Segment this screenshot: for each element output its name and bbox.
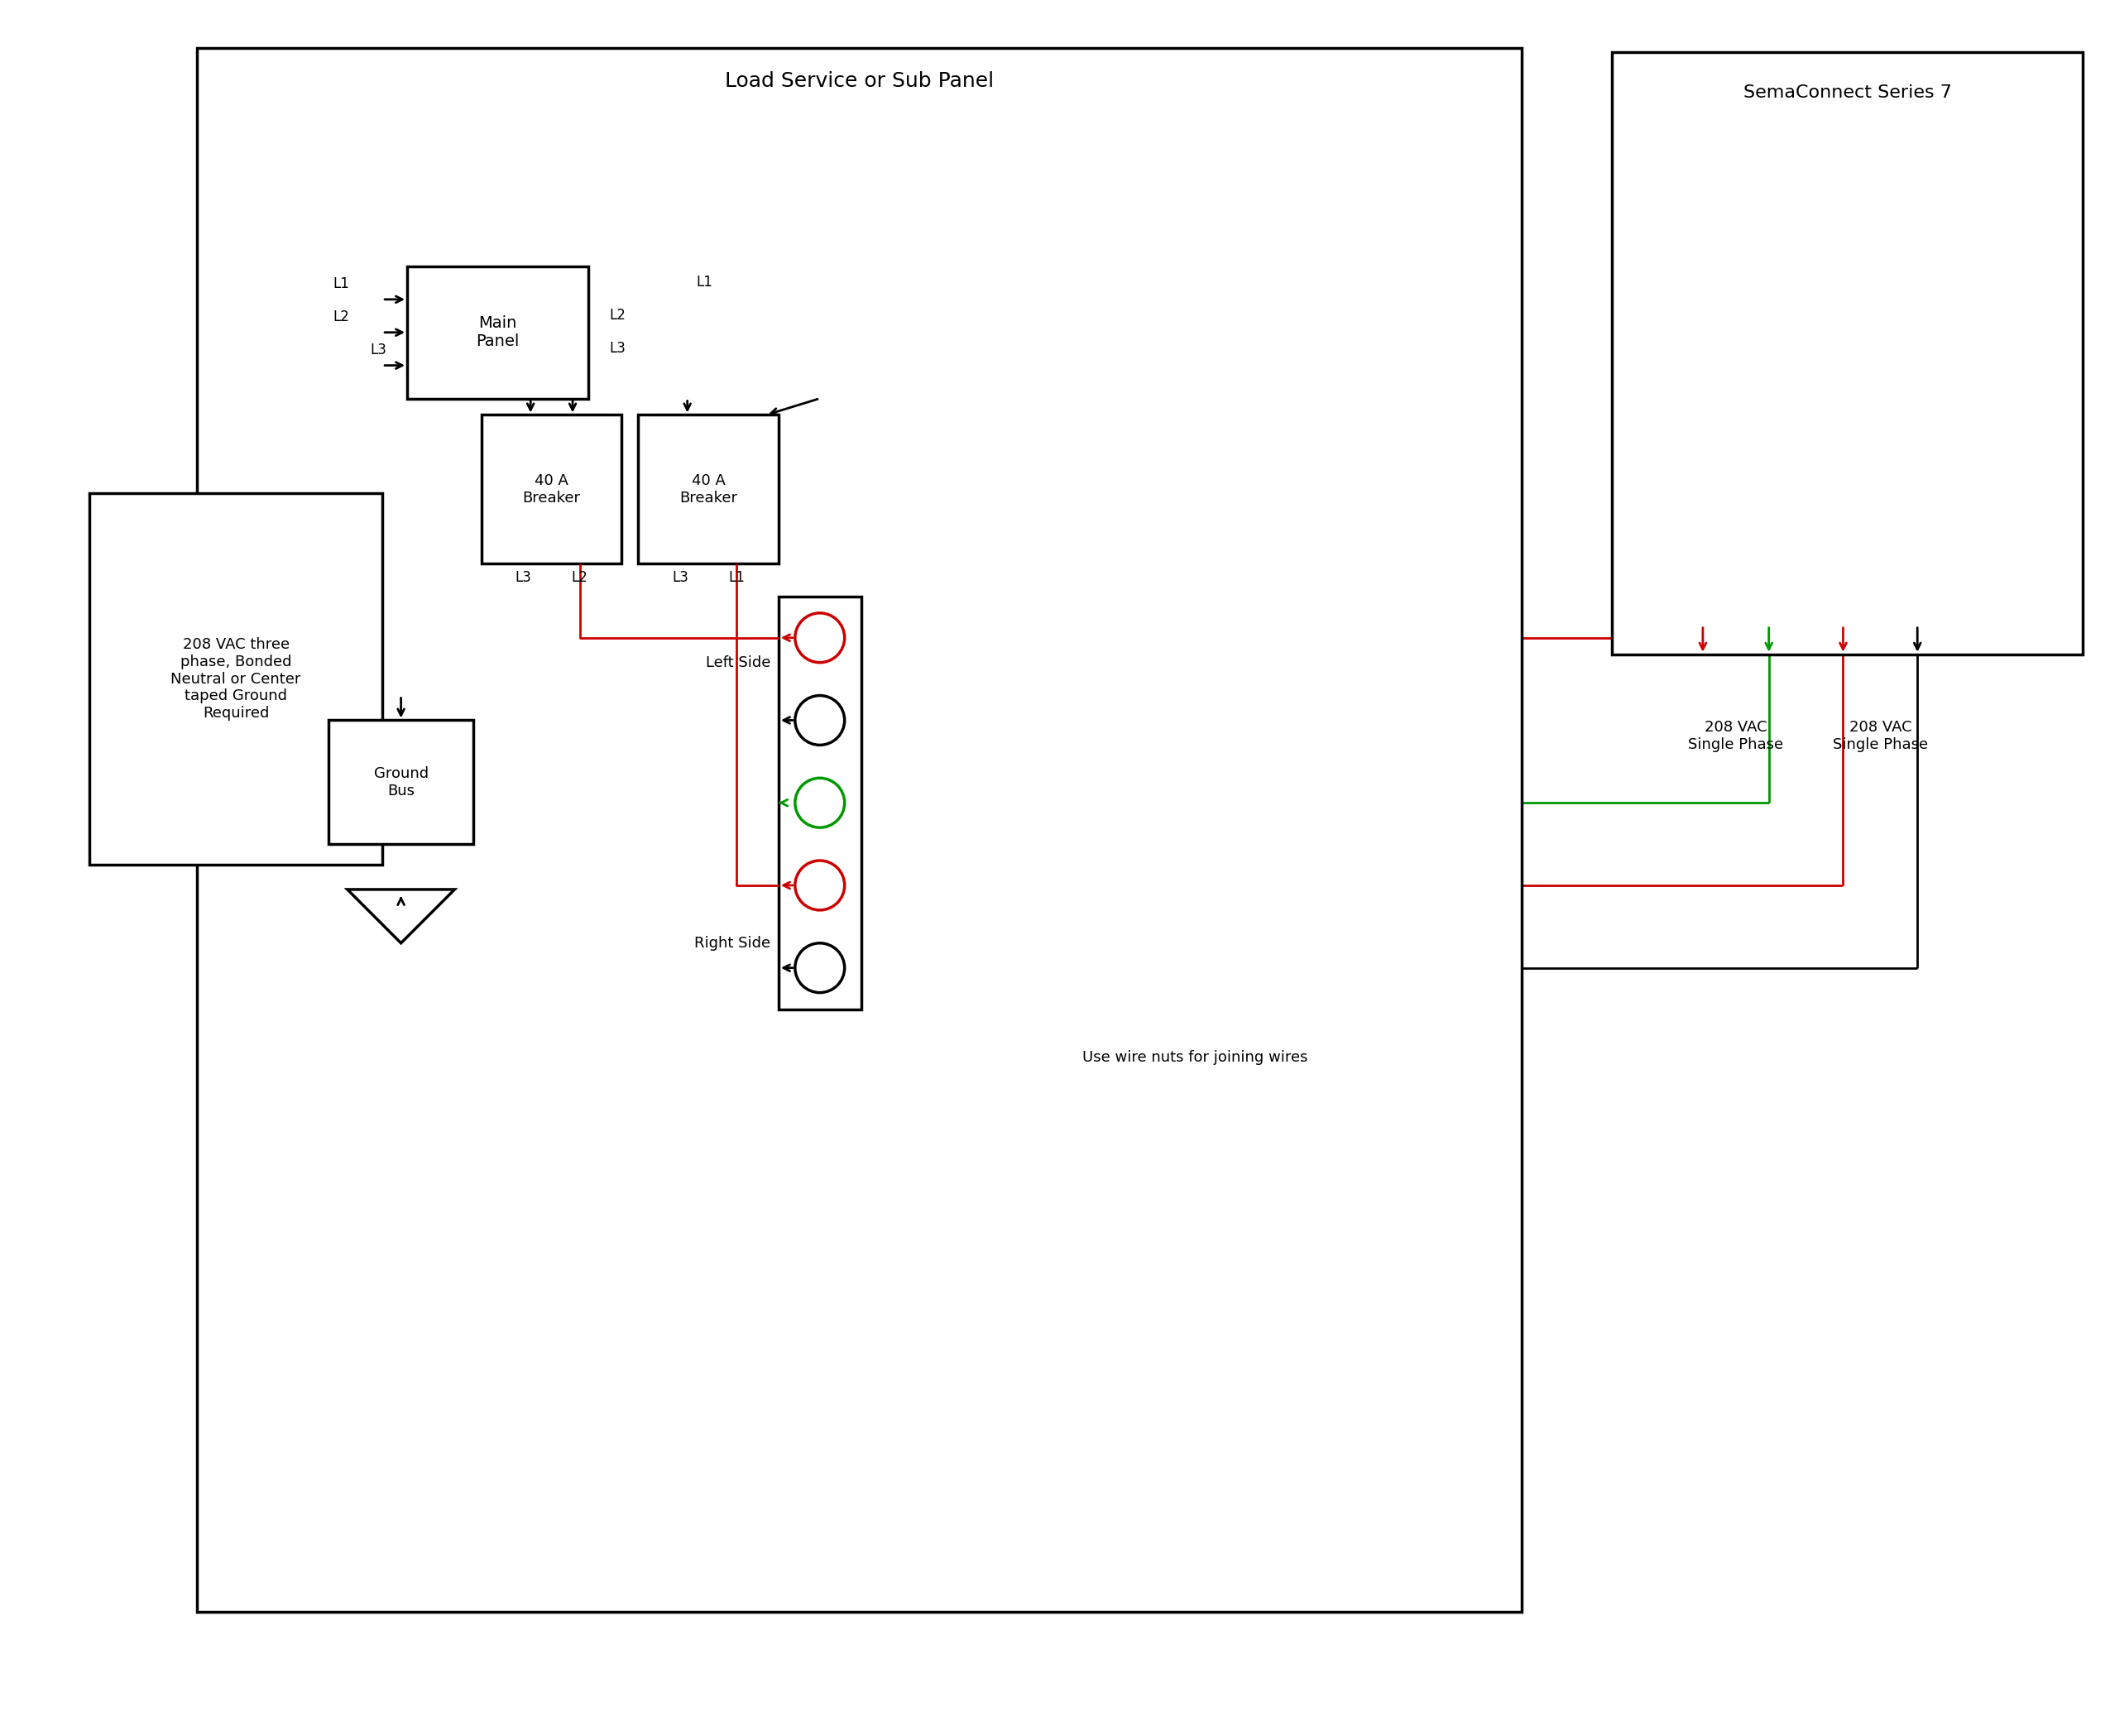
Text: L2: L2 [333,309,350,325]
Text: Ground
Bus: Ground Bus [373,766,428,799]
Text: L1: L1 [728,569,745,585]
Text: Right Side: Right Side [694,936,770,951]
Text: L2: L2 [572,569,589,585]
Text: 40 A
Breaker: 40 A Breaker [523,474,580,505]
Bar [407,266,589,399]
Circle shape [795,943,844,993]
Text: L3: L3 [369,342,386,358]
Text: L3: L3 [673,569,688,585]
Text: L3: L3 [610,340,627,356]
Bar [89,493,382,865]
Text: SemaConnect Series 7: SemaConnect Series 7 [1743,85,1952,101]
Bar [329,720,473,844]
Text: 208 VAC
Single Phase: 208 VAC Single Phase [1834,720,1929,752]
Circle shape [795,613,844,663]
Bar [1612,52,2083,654]
Text: 40 A
Breaker: 40 A Breaker [679,474,736,505]
Polygon shape [348,889,454,943]
Text: L1: L1 [696,274,713,290]
Text: L3: L3 [515,569,532,585]
Text: L2: L2 [610,307,627,323]
Bar [196,47,1521,1611]
Text: L1: L1 [333,276,350,292]
Text: Left Side: Left Side [705,654,770,670]
Text: Main
Panel: Main Panel [477,316,519,349]
Circle shape [795,778,844,828]
Text: 208 VAC three
phase, Bonded
Neutral or Center
taped Ground
Required: 208 VAC three phase, Bonded Neutral or C… [171,637,302,720]
Text: Load Service or Sub Panel: Load Service or Sub Panel [724,71,994,90]
Circle shape [795,696,844,745]
Bar [637,415,779,564]
Bar [779,597,861,1009]
Text: 208 VAC
Single Phase: 208 VAC Single Phase [1688,720,1783,752]
Bar [481,415,622,564]
Circle shape [795,861,844,910]
Text: Use wire nuts for joining wires: Use wire nuts for joining wires [1082,1050,1308,1066]
